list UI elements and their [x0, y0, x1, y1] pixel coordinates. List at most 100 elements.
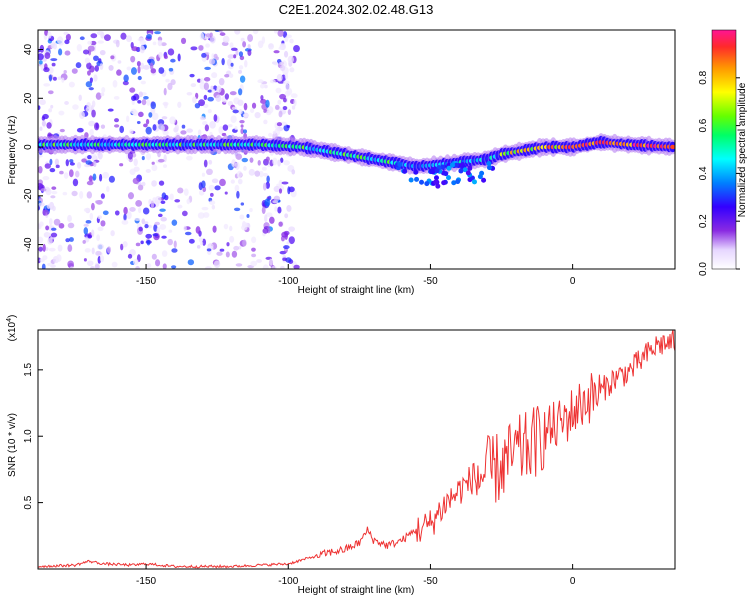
heatmap-cell: [93, 160, 97, 167]
heatmap-cell: [91, 229, 95, 238]
heatmap-cell: [233, 207, 241, 212]
snr-y-label: SNR (10 * v/v): [7, 413, 18, 477]
heatmap-cell: [88, 120, 96, 127]
heatmap-cell: [138, 111, 144, 118]
x-tick-label: 0: [570, 576, 576, 587]
heatmap-cell: [408, 177, 414, 183]
heatmap-cell: [108, 175, 115, 183]
heatmap-cell: [75, 170, 80, 178]
heatmap-cell: [123, 213, 127, 221]
heatmap-cell: [203, 77, 211, 82]
heatmap-cell: [79, 36, 85, 41]
heatmap-cell: [52, 205, 56, 212]
heatmap-cell: [48, 74, 53, 82]
heatmap-cell: [206, 168, 213, 175]
heatmap-cell: [65, 159, 69, 167]
heatmap-cell: [231, 159, 236, 168]
heatmap-cell: [89, 128, 94, 136]
heatmap-cell: [419, 179, 425, 185]
heatmap-cell: [451, 180, 457, 186]
heatmap-cell: [148, 112, 153, 118]
heatmap-cell: [102, 210, 109, 216]
heatmap-cell: [261, 206, 266, 214]
heatmap-cell: [78, 94, 82, 101]
heatmap-cell: [204, 124, 210, 132]
heatmap-cell: [244, 59, 248, 68]
heatmap-cell: [424, 181, 430, 187]
heatmap-cell: [162, 101, 169, 106]
heatmap-cell: [218, 77, 225, 86]
heatmap-cell: [116, 69, 122, 76]
heatmap-cell: [233, 245, 240, 251]
snr-series-line: [38, 330, 675, 569]
heatmap-cell: [49, 167, 56, 173]
heatmap-cell: [75, 62, 82, 69]
heatmap-cell: [93, 55, 99, 62]
heatmap-cell: [63, 70, 67, 74]
heatmap-cell: [205, 43, 210, 48]
heatmap-cell: [85, 81, 93, 88]
heatmap-cell: [282, 31, 288, 39]
heatmap-cell: [252, 30, 259, 35]
heatmap-cell: [153, 224, 158, 232]
heatmap-cell: [269, 79, 276, 84]
heatmap-cell: [249, 157, 254, 163]
heatmap-cell: [187, 259, 195, 266]
heatmap-cell: [670, 144, 675, 150]
heatmap-cell: [64, 50, 71, 56]
heatmap-cell: [265, 156, 270, 162]
snr-x-label: Height of straight line (km): [298, 585, 415, 596]
heatmap-cell: [151, 253, 157, 260]
heatmap-cell: [286, 204, 292, 212]
heatmap-cell: [450, 162, 456, 168]
heatmap-cell: [163, 164, 168, 168]
heatmap-cell: [119, 125, 125, 134]
heatmap-cell: [167, 82, 173, 91]
heatmap-cell: [246, 214, 250, 218]
heatmap-cell: [248, 168, 255, 176]
heatmap-cell: [209, 192, 214, 197]
heatmap-cell: [229, 42, 234, 49]
heatmap-cell: [240, 202, 245, 206]
heatmap-cell: [162, 263, 167, 269]
heatmap-cell: [86, 191, 93, 199]
heatmap-cell: [163, 87, 167, 96]
heatmap-cell: [111, 261, 118, 268]
heatmap-cell: [46, 204, 51, 209]
heatmap-cell: [49, 158, 53, 166]
heatmap-cell: [213, 114, 218, 122]
heatmap-cell: [144, 221, 149, 225]
heatmap-cell: [38, 236, 44, 244]
heatmap-cell: [458, 168, 464, 174]
y-tick-label: 0.5: [23, 495, 34, 509]
heatmap-cell: [216, 85, 222, 94]
heatmap-cell: [44, 163, 51, 169]
heatmap-cell: [235, 161, 240, 170]
heatmap-cell: [152, 124, 157, 131]
heatmap-cell: [97, 40, 104, 44]
spectrogram-x-label: Height of straight line (km): [298, 285, 415, 296]
heatmap-cell: [39, 99, 46, 106]
heatmap-cell: [97, 151, 103, 160]
heatmap-cell: [195, 226, 201, 234]
heatmap-cell: [189, 73, 195, 78]
heatmap-cell: [56, 254, 62, 262]
heatmap-cell: [57, 244, 63, 252]
heatmap-cell: [99, 63, 104, 70]
heatmap-cell: [44, 52, 51, 60]
heatmap-cell: [215, 94, 222, 102]
heatmap-cell: [38, 53, 44, 61]
heatmap-cell: [160, 42, 167, 47]
heatmap-ridge-cells: [38, 133, 675, 189]
heatmap-cell: [53, 218, 61, 226]
heatmap-cell: [161, 235, 167, 239]
heatmap-cell: [273, 50, 280, 54]
heatmap-cell: [83, 223, 89, 227]
heatmap-cell: [273, 30, 278, 34]
heatmap-cell: [131, 152, 137, 158]
heatmap-cell: [232, 109, 239, 114]
heatmap-cell: [251, 102, 257, 109]
heatmap-cell: [137, 99, 142, 104]
heatmap-cell: [249, 208, 253, 213]
